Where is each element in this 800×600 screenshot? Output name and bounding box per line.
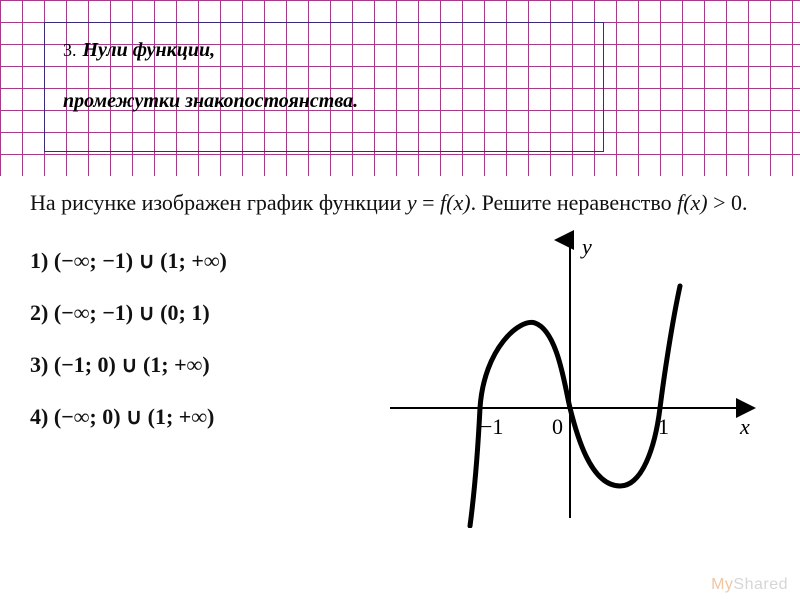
- option-2: 2) (−∞; −1) ∪ (0; 1): [30, 300, 360, 326]
- problem-mid: . Решите неравенство: [471, 190, 678, 215]
- heading-text-1: Нули функции,: [83, 39, 216, 61]
- heading-line-1: 3. Нули функции,: [63, 39, 585, 62]
- problem-prefix: На рисунке изображен график функции: [30, 190, 407, 215]
- watermark: MyShared: [711, 576, 788, 594]
- heading-line-2: промежутки знакопостоянства.: [63, 90, 585, 113]
- graph-wrap: −1 0 1 x y: [360, 248, 770, 456]
- option-4: 4) (−∞; 0) ∪ (1; +∞): [30, 404, 360, 430]
- option-num: 3): [30, 352, 48, 377]
- option-1: 1) (−∞; −1) ∪ (1; +∞): [30, 248, 360, 274]
- problem-statement: На рисунке изображен график функции y = …: [30, 188, 770, 218]
- problem-area: На рисунке изображен график функции y = …: [0, 176, 800, 600]
- function-graph: −1 0 1 x y: [380, 228, 760, 528]
- axis-label-y: y: [580, 234, 592, 259]
- eq-lhs: y: [407, 190, 417, 215]
- eq-x: (x): [446, 190, 470, 215]
- options-list: 1) (−∞; −1) ∪ (1; +∞) 2) (−∞; −1) ∪ (0; …: [30, 248, 360, 456]
- ineq-op: > 0.: [708, 190, 748, 215]
- option-num: 4): [30, 404, 48, 429]
- option-interval: (−∞; 0) ∪ (1; +∞): [54, 404, 215, 429]
- option-interval: (−∞; −1) ∪ (1; +∞): [54, 248, 227, 273]
- watermark-my: My: [711, 576, 733, 593]
- axis-label-x: x: [739, 414, 750, 439]
- option-3: 3) (−1; 0) ∪ (1; +∞): [30, 352, 360, 378]
- eq-eq: =: [417, 190, 440, 215]
- tick-neg1: −1: [480, 414, 503, 439]
- option-interval: (−∞; −1) ∪ (0; 1): [54, 300, 210, 325]
- option-num: 2): [30, 300, 48, 325]
- watermark-rest: Shared: [733, 576, 788, 593]
- content-row: 1) (−∞; −1) ∪ (1; +∞) 2) (−∞; −1) ∪ (0; …: [30, 248, 770, 456]
- option-num: 1): [30, 248, 48, 273]
- option-interval: (−1; 0) ∪ (1; +∞): [54, 352, 210, 377]
- curve: [470, 286, 680, 526]
- heading-number: 3.: [63, 40, 77, 60]
- ineq-x: (x): [683, 190, 707, 215]
- heading-box: 3. Нули функции, промежутки знакопостоянс…: [44, 22, 604, 152]
- tick-0: 0: [552, 414, 563, 439]
